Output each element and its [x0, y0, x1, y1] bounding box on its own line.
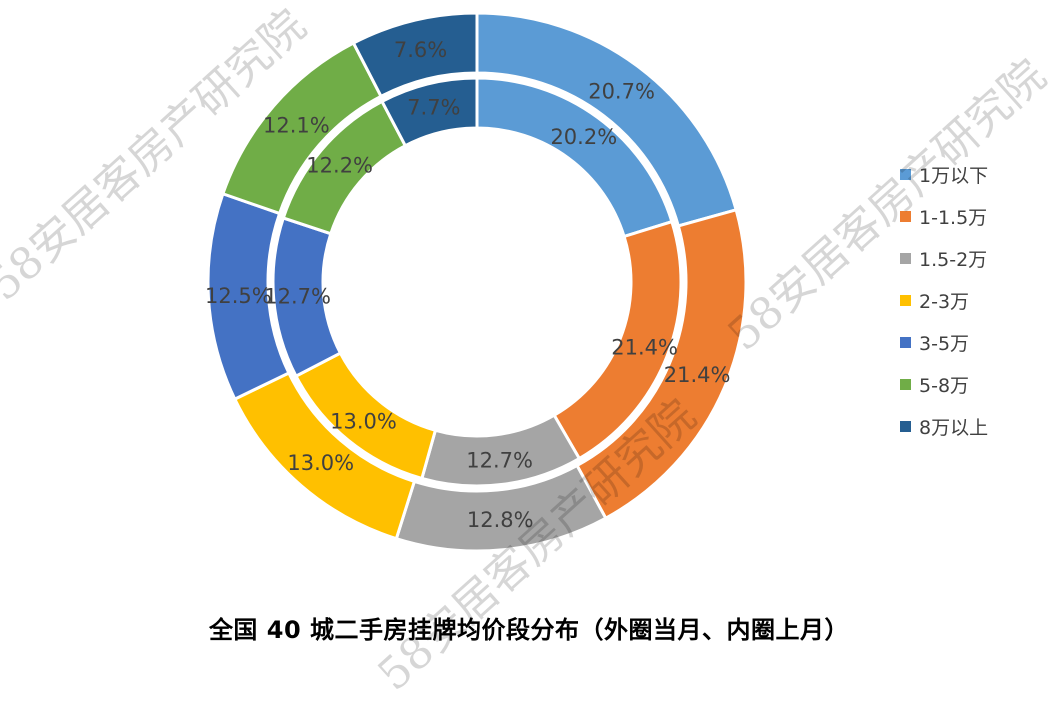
legend-label-2: 1-1.5万	[919, 206, 988, 229]
inner-ring-label-1: 20.2%	[550, 125, 617, 149]
legend-swatch-4	[900, 294, 911, 306]
inner-ring-slice-7	[379, 76, 479, 148]
outer-ring-slice-7	[351, 11, 479, 99]
legend-item-1: 1万以下	[900, 153, 988, 195]
legend-label-4: 2-3万	[919, 290, 970, 313]
chart-legend: 1万以下 1-1.5万 1.5-2万 2-3万 3-5万 5-8万 8万以上	[900, 153, 988, 447]
legend-swatch-2	[900, 210, 911, 222]
inner-ring-label-3: 12.7%	[466, 449, 533, 473]
legend-item-7: 8万以上	[900, 405, 988, 447]
outer-ring-label-5: 12.5%	[205, 284, 272, 308]
legend-swatch-1	[900, 168, 911, 180]
outer-ring-label-3: 12.8%	[467, 508, 534, 532]
legend-label-5: 3-5万	[919, 332, 970, 355]
legend-swatch-7	[900, 420, 911, 432]
inner-ring-label-5: 12.7%	[264, 284, 331, 308]
legend-item-5: 3-5万	[900, 321, 988, 363]
legend-label-3: 1.5-2万	[919, 248, 988, 271]
inner-ring-label-4: 13.0%	[330, 410, 397, 434]
inner-ring-label-7: 7.7%	[407, 95, 460, 119]
legend-swatch-5	[900, 336, 911, 348]
legend-swatch-3	[900, 252, 911, 264]
inner-ring-label-6: 12.2%	[306, 154, 373, 178]
chart-title: 全国 40 城二手房挂牌均价段分布（外圈当月、内圈上月）	[208, 616, 850, 644]
outer-ring-label-4: 13.0%	[287, 451, 354, 475]
outer-ring-label-2: 21.4%	[664, 363, 731, 387]
outer-ring-label-7: 7.6%	[394, 38, 447, 62]
legend-swatch-6	[900, 378, 911, 390]
legend-item-2: 1-1.5万	[900, 195, 988, 237]
inner-ring-label-2: 21.4%	[611, 336, 678, 360]
legend-item-3: 1.5-2万	[900, 237, 988, 279]
legend-label-7: 8万以上	[919, 416, 989, 439]
legend-item-6: 5-8万	[900, 363, 988, 405]
legend-item-4: 2-3万	[900, 279, 988, 321]
legend-label-1: 1万以下	[919, 164, 989, 187]
legend-label-6: 5-8万	[919, 374, 970, 397]
doughnut-chart: 20.7% 21.4% 12.8% 13.0% 12.5% 12.1% 7.6% 20.2% 2…	[205, 11, 748, 553]
outer-ring-label-1: 20.7%	[588, 80, 655, 104]
outer-ring-label-6: 12.1%	[263, 113, 330, 137]
